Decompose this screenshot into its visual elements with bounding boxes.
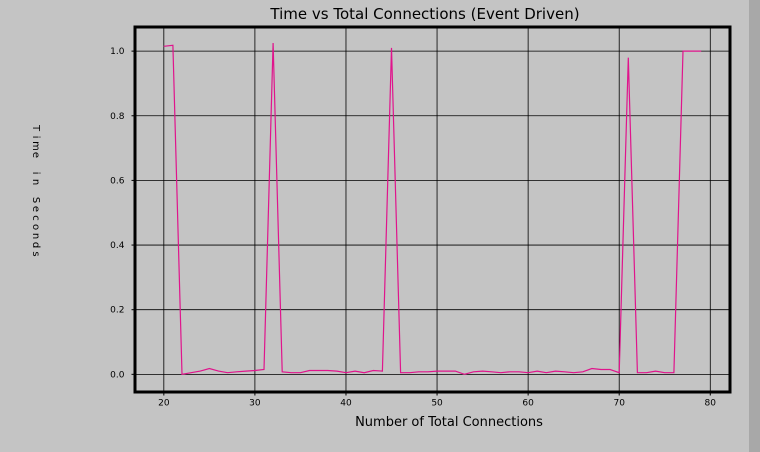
grid xyxy=(136,28,729,391)
y-axis: 0.0 0.2 0.4 0.6 0.8 1.0 xyxy=(110,47,137,380)
series-line xyxy=(163,42,702,376)
y-axis-label-char: e xyxy=(30,152,41,158)
x-tick-label: 50 xyxy=(431,399,443,409)
y-tick-label: 0.2 xyxy=(110,306,124,316)
y-axis-label-char: T xyxy=(30,124,41,132)
x-tick-label: 30 xyxy=(249,399,261,409)
y-axis-label-char: n xyxy=(30,179,41,185)
y-axis-label-char: i xyxy=(30,136,41,139)
y-tick-label: 0.0 xyxy=(110,370,125,380)
x-axis-label: Number of Total Connections xyxy=(355,415,543,430)
y-axis-label-char: e xyxy=(30,206,41,212)
y-axis-label-char: i xyxy=(30,172,41,175)
y-axis-label-char: n xyxy=(30,233,41,239)
y-axis-label-char: d xyxy=(30,242,41,248)
x-axis: 20 30 40 50 60 70 80 xyxy=(158,390,717,409)
x-tick-label: 20 xyxy=(158,399,170,409)
y-tick-label: 0.6 xyxy=(110,176,125,186)
x-tick-label: 60 xyxy=(522,399,534,409)
y-axis-label-char: S xyxy=(30,197,41,203)
window-frame-right xyxy=(749,0,760,452)
y-axis-label-char: m xyxy=(30,141,41,151)
series-layer xyxy=(163,42,702,376)
x-tick-label: 70 xyxy=(613,399,625,409)
y-tick-label: 1.0 xyxy=(110,47,125,57)
x-tick-label: 80 xyxy=(705,399,717,409)
y-tick-label: 0.4 xyxy=(110,241,125,251)
y-tick-label: 0.8 xyxy=(110,112,125,122)
y-axis-label-char: o xyxy=(30,224,41,230)
y-axis-label-char: s xyxy=(30,251,41,256)
x-tick-label: 40 xyxy=(340,399,352,409)
plot-area xyxy=(133,25,732,394)
chart-title: Time vs Total Connections (Event Driven) xyxy=(269,5,579,23)
y-axis-label-char: c xyxy=(30,215,41,221)
